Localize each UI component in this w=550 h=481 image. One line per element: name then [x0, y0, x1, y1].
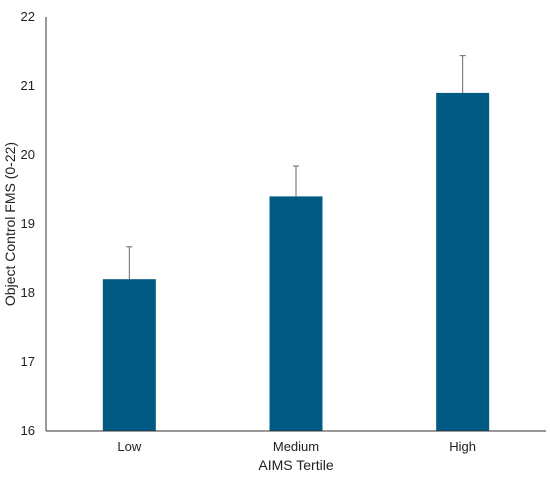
y-axis-title: Object Control FMS (0-22) — [2, 142, 18, 306]
x-tick-label-medium: Medium — [273, 439, 319, 454]
y-tick-label-17: 17 — [21, 354, 35, 369]
y-tick-label-19: 19 — [21, 216, 35, 231]
y-tick-label-21: 21 — [21, 78, 35, 93]
bars-layer — [102, 92, 490, 432]
x-tick-label-low: Low — [117, 439, 141, 454]
x-axis-title: AIMS Tertile — [258, 457, 333, 473]
y-tick-labels: 16 17 18 19 20 21 22 — [21, 9, 35, 438]
bar-high — [436, 92, 490, 432]
bar-medium — [269, 196, 323, 431]
y-tick-label-16: 16 — [21, 423, 35, 438]
y-tick-label-22: 22 — [21, 9, 35, 24]
bar-low — [102, 279, 156, 431]
x-tick-label-high: High — [449, 439, 476, 454]
x-tick-labels: Low Medium High — [117, 439, 476, 454]
error-bars-layer — [126, 55, 466, 280]
y-tick-label-20: 20 — [21, 147, 35, 162]
y-tick-label-18: 18 — [21, 285, 35, 300]
